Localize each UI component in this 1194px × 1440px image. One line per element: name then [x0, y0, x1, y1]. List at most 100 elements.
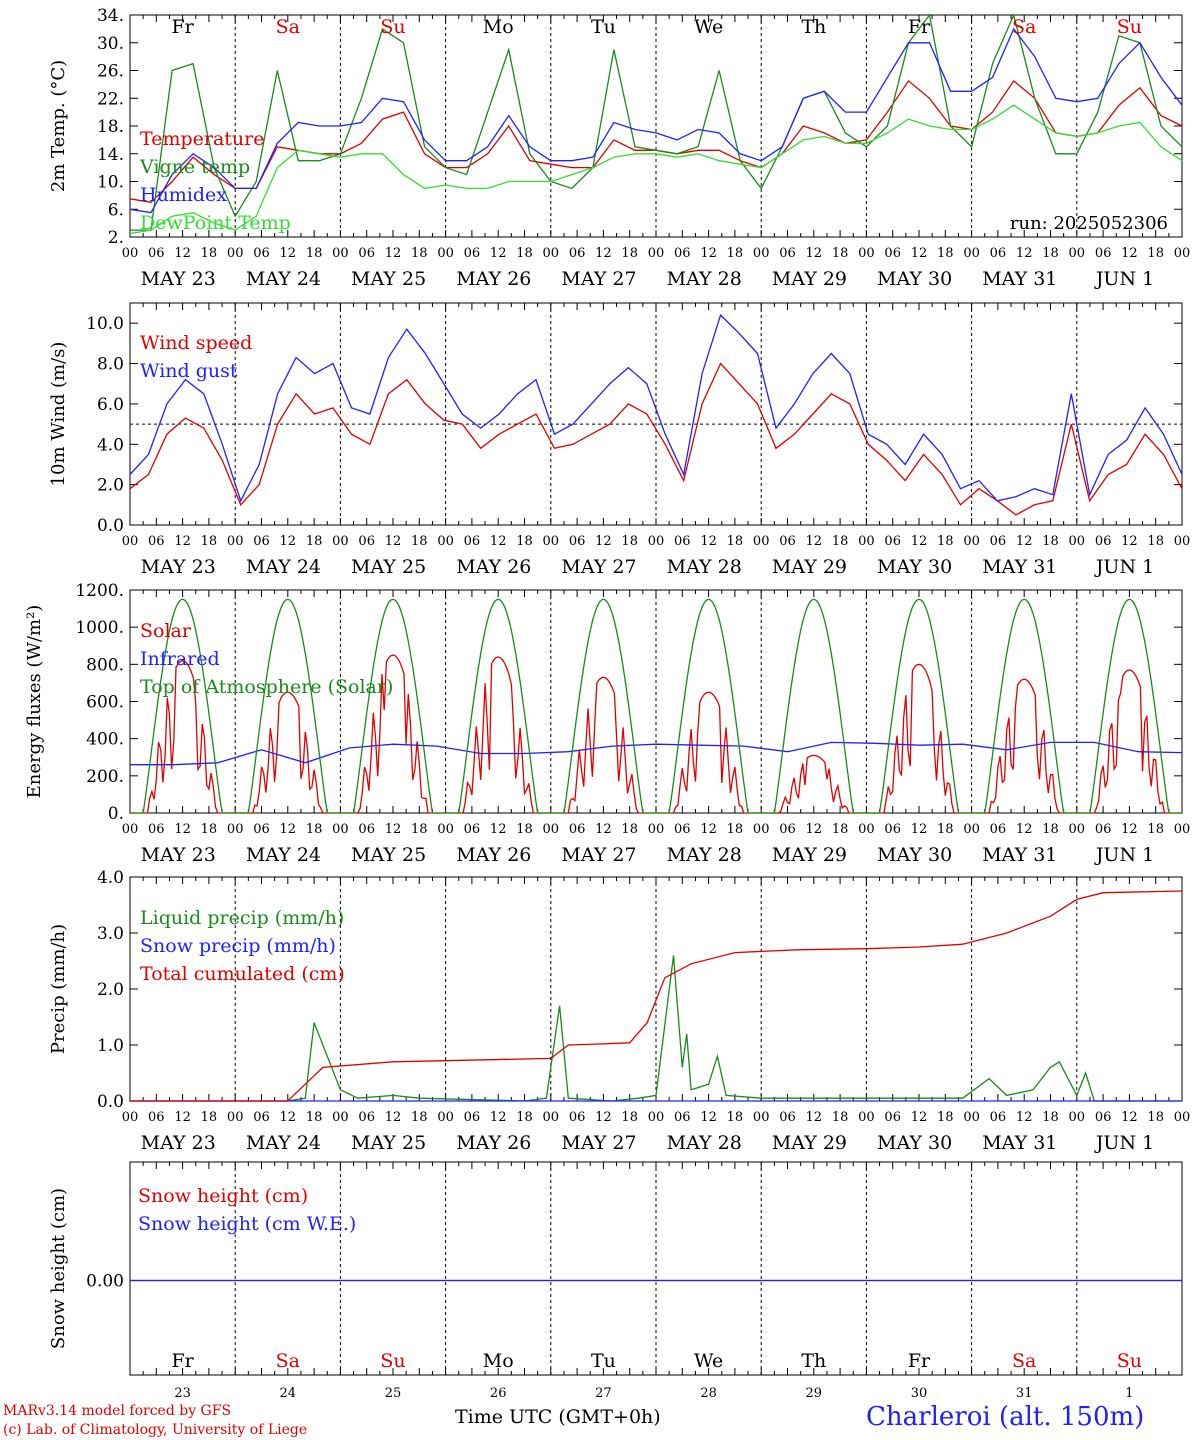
- hour-tick-label: 00: [963, 246, 980, 261]
- hour-tick-label: 06: [358, 1110, 375, 1125]
- hour-tick-label: 06: [253, 246, 270, 261]
- hour-tick-label: 12: [280, 1110, 297, 1125]
- hour-tick-label: 00: [858, 534, 875, 549]
- hour-tick-label: 18: [727, 534, 744, 549]
- y-tick-label: 1000.: [75, 618, 124, 638]
- hour-tick-label: 12: [806, 246, 823, 261]
- hour-tick-label: 12: [385, 534, 402, 549]
- series-line-infrared: [130, 741, 1183, 766]
- hour-tick-label: 06: [674, 1110, 691, 1125]
- series-line-total-cumulated-cm-: [130, 890, 1183, 1102]
- date-label: MAY 24: [246, 1132, 321, 1154]
- hour-tick-label: 18: [832, 246, 849, 261]
- date-label: MAY 25: [351, 844, 426, 866]
- hour-tick-label: 12: [1121, 1110, 1138, 1125]
- y-tick-label: 0.: [108, 804, 124, 824]
- hour-tick-label: 00: [753, 534, 770, 549]
- hour-tick-label: 06: [990, 534, 1007, 549]
- hour-tick-label: 06: [148, 534, 165, 549]
- day-number-label: 1: [1125, 1386, 1133, 1401]
- hour-tick-label: 18: [1042, 246, 1059, 261]
- hour-tick-label: 00: [332, 534, 349, 549]
- date-label: MAY 27: [561, 844, 636, 866]
- hour-tick-label: 06: [674, 246, 691, 261]
- hour-tick-label: 12: [700, 246, 717, 261]
- y-axis-label: Snow height (cm): [48, 1188, 69, 1349]
- hour-tick-label: 00: [332, 1110, 349, 1125]
- y-tick-label: 14.: [97, 145, 124, 165]
- snow-panel: [129, 1161, 1183, 1376]
- hour-tick-label: 06: [148, 1110, 165, 1125]
- weekday-label: Sa: [276, 16, 300, 38]
- hour-tick-label: 00: [1069, 246, 1086, 261]
- hour-tick-label: 06: [1095, 534, 1112, 549]
- hour-tick-label: 18: [937, 822, 954, 837]
- hour-tick-label: 06: [779, 246, 796, 261]
- y-tick-label: 4.0: [97, 435, 124, 455]
- hour-tick-label: 18: [201, 246, 218, 261]
- date-label: MAY 29: [772, 1132, 847, 1154]
- y-tick-label: 1.0: [97, 1036, 124, 1056]
- legend-entry: Humidex: [140, 184, 227, 206]
- model-credit: MARv3.14 model forced by GFS: [3, 1403, 232, 1419]
- series-line-wind-speed: [129, 362, 1183, 516]
- y-tick-label: 26.: [97, 62, 124, 82]
- hour-tick-label: 06: [1095, 1110, 1112, 1125]
- hour-tick-label: 06: [253, 822, 270, 837]
- hour-tick-label: 00: [648, 1110, 665, 1125]
- date-label: MAY 26: [456, 844, 531, 866]
- hour-tick-label: 06: [884, 534, 901, 549]
- hour-tick-label: 18: [306, 822, 323, 837]
- hour-tick-label: 12: [174, 246, 191, 261]
- date-label: MAY 28: [667, 844, 742, 866]
- date-label: JUN 1: [1094, 844, 1154, 866]
- day-number-label: 31: [1016, 1386, 1033, 1401]
- date-label: MAY 27: [561, 268, 636, 290]
- hour-tick-label: 06: [148, 822, 165, 837]
- weekday-label: Fr: [908, 1350, 931, 1372]
- hour-tick-label: 00: [648, 534, 665, 549]
- hour-tick-label: 06: [779, 822, 796, 837]
- date-label: MAY 25: [351, 556, 426, 578]
- hour-tick-label: 00: [858, 822, 875, 837]
- hour-tick-label: 12: [911, 1110, 928, 1125]
- hour-tick-label: 00: [332, 246, 349, 261]
- hour-tick-label: 12: [595, 822, 612, 837]
- hour-tick-label: 06: [464, 246, 481, 261]
- hour-tick-label: 06: [148, 246, 165, 261]
- y-tick-label: 3.0: [97, 924, 124, 944]
- day-number-label: 23: [174, 1386, 191, 1401]
- weekday-label: Sa: [1012, 16, 1036, 38]
- hour-tick-label: 06: [358, 822, 375, 837]
- hour-tick-label: 18: [516, 1110, 533, 1125]
- y-tick-label: 10.0: [86, 314, 124, 334]
- series-line-top-of-atmosphere-solar-: [130, 598, 1182, 814]
- hour-tick-label: 18: [411, 534, 428, 549]
- hour-tick-label: 18: [306, 534, 323, 549]
- hour-tick-label: 18: [832, 822, 849, 837]
- lab-credit: (c) Lab. of Climatology, University of L…: [3, 1422, 308, 1438]
- hour-tick-label: 00: [963, 822, 980, 837]
- date-label: MAY 28: [667, 1132, 742, 1154]
- hour-tick-label: 12: [280, 246, 297, 261]
- day-number-label: 30: [911, 1386, 928, 1401]
- y-tick-label: 8.0: [97, 355, 124, 375]
- date-label: JUN 1: [1094, 268, 1154, 290]
- hour-tick-label: 12: [1121, 246, 1138, 261]
- hour-tick-label: 12: [806, 822, 823, 837]
- date-label: MAY 24: [246, 268, 321, 290]
- series-line-wind-gust: [129, 313, 1183, 503]
- day-number-label: 29: [806, 1386, 823, 1401]
- date-label: MAY 31: [982, 1132, 1057, 1154]
- hour-tick-label: 12: [1121, 534, 1138, 549]
- hour-tick-label: 00: [227, 1110, 244, 1125]
- date-label: JUN 1: [1094, 556, 1154, 578]
- y-tick-label: 200.: [86, 767, 124, 787]
- hour-tick-label: 06: [253, 1110, 270, 1125]
- hour-tick-label: 12: [700, 534, 717, 549]
- hour-tick-label: 12: [385, 246, 402, 261]
- hour-tick-label: 00: [858, 1110, 875, 1125]
- x-axis-title: Time UTC (GMT+0h): [455, 1406, 661, 1428]
- date-label: MAY 27: [561, 556, 636, 578]
- hour-tick-label: 18: [411, 1110, 428, 1125]
